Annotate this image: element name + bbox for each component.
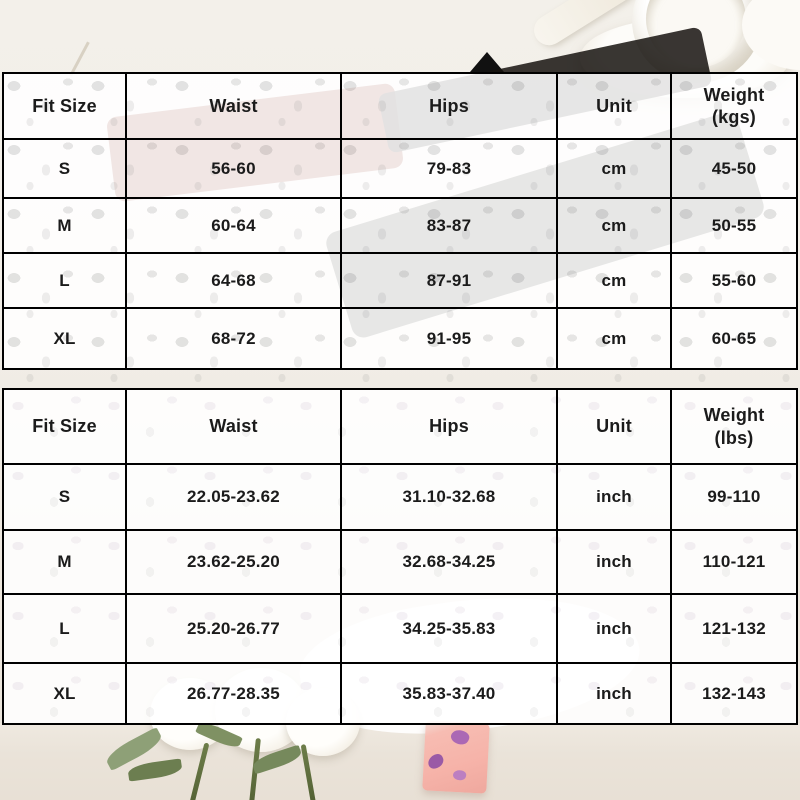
header-hips: Hips	[340, 388, 558, 465]
cell-hips: 87-91	[340, 252, 558, 309]
butterfly-print	[452, 768, 468, 782]
header-fit-size: Fit Size	[2, 388, 127, 465]
cell-unit: cm	[556, 138, 672, 199]
cell-hips: 91-95	[340, 307, 558, 370]
cell-unit: cm	[556, 197, 672, 254]
cell-weight: 50-55	[670, 197, 798, 254]
size-table-inch: Fit Size Waist Hips Unit Weight (lbs) S …	[2, 388, 798, 725]
cell-weight: 60-65	[670, 307, 798, 370]
header-weight-lbs: Weight (lbs)	[670, 388, 798, 465]
cell-unit: inch	[556, 593, 672, 664]
cell-waist: 23.62-25.20	[125, 529, 342, 595]
cell-waist: 26.77-28.35	[125, 662, 342, 725]
cell-unit: inch	[556, 529, 672, 595]
cell-size: M	[2, 197, 127, 254]
header-unit: Unit	[556, 388, 672, 465]
cell-hips: 35.83-37.40	[340, 662, 558, 725]
cell-size: XL	[2, 662, 127, 725]
cell-size: XL	[2, 307, 127, 370]
table-row: L 25.20-26.77 34.25-35.83 inch 121-132	[2, 593, 798, 664]
table-row: XL 68-72 91-95 cm 60-65	[2, 307, 798, 370]
cell-weight: 121-132	[670, 593, 798, 664]
cell-weight: 110-121	[670, 529, 798, 595]
header-unit: Unit	[556, 72, 672, 140]
table-row: S 56-60 79-83 cm 45-50	[2, 138, 798, 199]
cell-size: S	[2, 463, 127, 531]
cell-waist: 56-60	[125, 138, 342, 199]
cell-weight: 45-50	[670, 138, 798, 199]
cell-weight: 99-110	[670, 463, 798, 531]
table-row: M 60-64 83-87 cm 50-55	[2, 197, 798, 254]
cell-unit: cm	[556, 307, 672, 370]
header-fit-size: Fit Size	[2, 72, 127, 140]
cell-hips: 32.68-34.25	[340, 529, 558, 595]
table-row: S 22.05-23.62 31.10-32.68 inch 99-110	[2, 463, 798, 531]
header-weight-kgs: Weight (kgs)	[670, 72, 798, 140]
table-row: XL 26.77-28.35 35.83-37.40 inch 132-143	[2, 662, 798, 725]
cell-size: S	[2, 138, 127, 199]
cell-waist: 60-64	[125, 197, 342, 254]
pink-butterfly-ribbon	[422, 720, 490, 794]
header-hips: Hips	[340, 72, 558, 140]
cell-waist: 64-68	[125, 252, 342, 309]
butterfly-print	[425, 752, 446, 771]
cell-hips: 31.10-32.68	[340, 463, 558, 531]
cell-size: L	[2, 593, 127, 664]
header-weight-label: Weight	[703, 84, 765, 105]
cell-hips: 83-87	[340, 197, 558, 254]
black-garment-corner	[470, 52, 504, 72]
cell-weight: 132-143	[670, 662, 798, 725]
cell-waist: 68-72	[125, 307, 342, 370]
cell-weight: 55-60	[670, 252, 798, 309]
table-row: M 23.62-25.20 32.68-34.25 inch 110-121	[2, 529, 798, 595]
table-row: L 64-68 87-91 cm 55-60	[2, 252, 798, 309]
header-weight-label: Weight	[703, 405, 765, 425]
header-waist: Waist	[125, 72, 342, 140]
header-waist: Waist	[125, 388, 342, 465]
cell-unit: inch	[556, 463, 672, 531]
cell-unit: inch	[556, 662, 672, 725]
table-header-row: Fit Size Waist Hips Unit Weight (kgs)	[2, 72, 798, 140]
cell-size: M	[2, 529, 127, 595]
table-header-row: Fit Size Waist Hips Unit Weight (lbs)	[2, 388, 798, 465]
cell-waist: 25.20-26.77	[125, 593, 342, 664]
size-table-cm: Fit Size Waist Hips Unit Weight (kgs) S …	[2, 72, 798, 370]
butterfly-print	[449, 727, 472, 748]
cell-hips: 79-83	[340, 138, 558, 199]
header-weight-unit: (lbs)	[714, 427, 754, 448]
header-weight-unit: (kgs)	[711, 107, 756, 127]
cell-waist: 22.05-23.62	[125, 463, 342, 531]
cell-size: L	[2, 252, 127, 309]
cell-hips: 34.25-35.83	[340, 593, 558, 664]
table-surface-background	[0, 723, 800, 800]
cell-unit: cm	[556, 252, 672, 309]
